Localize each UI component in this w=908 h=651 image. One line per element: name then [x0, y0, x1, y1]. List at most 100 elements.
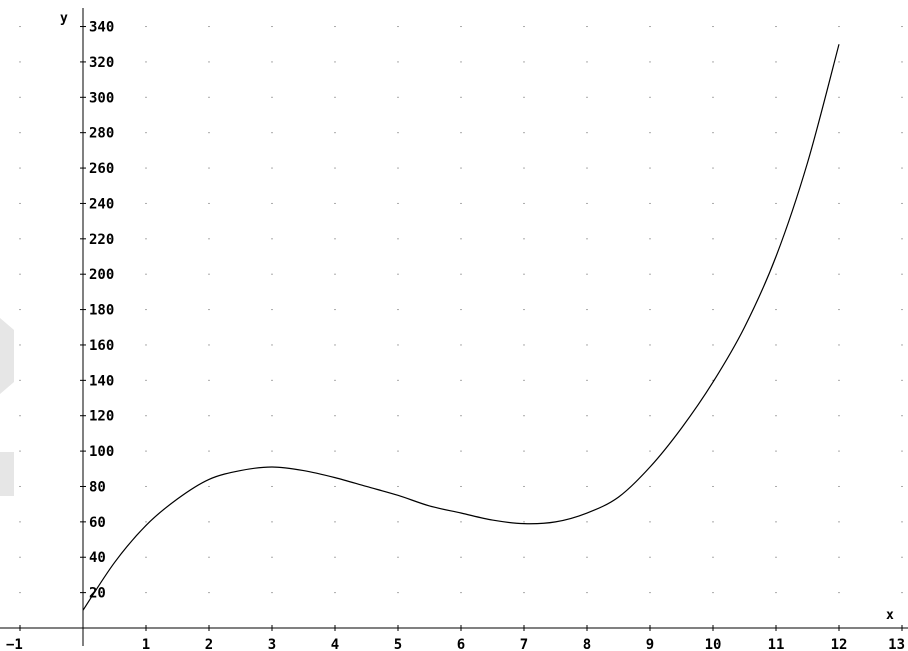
grid-dot: [586, 521, 588, 523]
grid-dot: [775, 379, 777, 381]
grid-dot: [649, 202, 651, 204]
grid-dot: [901, 556, 903, 558]
grid-dot: [712, 273, 714, 275]
grid-dot: [586, 485, 588, 487]
grid-dot: [838, 96, 840, 98]
grid-dot: [397, 26, 399, 28]
grid-dot: [271, 132, 273, 134]
grid-dot: [460, 96, 462, 98]
tick-labels: −1 1 2 3 4 5 6 7 8 9 10 11 12 13204060801001201401601…: [6, 20, 905, 651]
grid-dot: [775, 132, 777, 134]
grid-dot: [460, 132, 462, 134]
grid-dot: [523, 202, 525, 204]
x-axis-label: x: [886, 608, 894, 623]
grid-dot: [901, 26, 903, 28]
grid-dot: [19, 379, 21, 381]
grid-dot: [712, 167, 714, 169]
grid-dot: [397, 379, 399, 381]
grid-dot: [19, 309, 21, 311]
grid-dot: [334, 592, 336, 594]
x-tick-label: 4: [331, 637, 339, 651]
x-tick-label: 2: [205, 637, 213, 651]
grid-dot: [19, 415, 21, 417]
y-tick-label: 160: [89, 338, 114, 354]
watermark-shape-top: [0, 318, 14, 394]
grid-dot: [901, 592, 903, 594]
grid-dot: [334, 132, 336, 134]
grid-dot: [208, 167, 210, 169]
grid-dot: [145, 379, 147, 381]
grid: [19, 26, 903, 594]
grid-dot: [19, 96, 21, 98]
grid-dot: [586, 309, 588, 311]
grid-dot: [649, 26, 651, 28]
grid-dot: [208, 415, 210, 417]
grid-dot: [271, 61, 273, 63]
grid-dot: [145, 344, 147, 346]
axes: [0, 8, 908, 646]
grid-dot: [775, 202, 777, 204]
grid-dot: [523, 96, 525, 98]
grid-dot: [145, 167, 147, 169]
grid-dot: [523, 61, 525, 63]
grid-dot: [334, 344, 336, 346]
grid-dot: [586, 202, 588, 204]
grid-dot: [19, 273, 21, 275]
grid-dot: [397, 521, 399, 523]
grid-dot: [838, 379, 840, 381]
y-tick-label: 280: [89, 126, 114, 142]
grid-dot: [145, 450, 147, 452]
grid-dot: [145, 485, 147, 487]
grid-dot: [145, 202, 147, 204]
grid-dot: [145, 592, 147, 594]
grid-dot: [712, 132, 714, 134]
grid-dot: [208, 202, 210, 204]
grid-dot: [208, 61, 210, 63]
grid-dot: [649, 132, 651, 134]
grid-dot: [271, 96, 273, 98]
grid-dot: [775, 450, 777, 452]
grid-dot: [397, 592, 399, 594]
grid-dot: [649, 273, 651, 275]
grid-dot: [271, 379, 273, 381]
grid-dot: [145, 415, 147, 417]
x-tick-label: 10: [705, 637, 722, 651]
y-tick-label: 140: [89, 373, 114, 389]
grid-dot: [208, 379, 210, 381]
grid-dot: [397, 132, 399, 134]
grid-dot: [838, 167, 840, 169]
grid-dot: [775, 521, 777, 523]
x-tick-label: 8: [583, 637, 591, 651]
grid-dot: [586, 379, 588, 381]
grid-dot: [649, 592, 651, 594]
grid-dot: [712, 344, 714, 346]
grid-dot: [586, 344, 588, 346]
grid-dot: [19, 202, 21, 204]
grid-dot: [334, 96, 336, 98]
grid-dot: [19, 592, 21, 594]
grid-dot: [901, 202, 903, 204]
x-tick-label: 3: [268, 637, 276, 651]
grid-dot: [586, 61, 588, 63]
grid-dot: [712, 415, 714, 417]
grid-dot: [523, 521, 525, 523]
grid-dot: [208, 556, 210, 558]
grid-dot: [712, 450, 714, 452]
grid-dot: [145, 96, 147, 98]
grid-dot: [208, 273, 210, 275]
grid-dot: [19, 132, 21, 134]
grid-dot: [838, 592, 840, 594]
grid-dot: [586, 238, 588, 240]
series: [82, 44, 840, 611]
grid-dot: [523, 132, 525, 134]
grid-dot: [649, 61, 651, 63]
grid-dot: [208, 450, 210, 452]
grid-dot: [586, 26, 588, 28]
grid-dot: [334, 379, 336, 381]
grid-dot: [523, 556, 525, 558]
grid-dot: [19, 61, 21, 63]
grid-dot: [712, 61, 714, 63]
watermark-shapes: [0, 318, 14, 496]
grid-dot: [271, 556, 273, 558]
